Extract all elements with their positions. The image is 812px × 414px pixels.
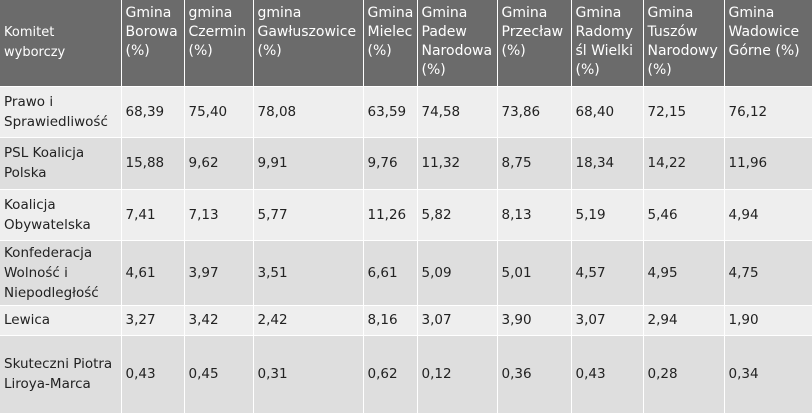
value-cell: 0,12 — [417, 335, 498, 414]
header-cell-borowa: Gmina Borowa (%) — [121, 0, 185, 87]
value-cell: 78,08 — [253, 86, 364, 138]
header-cell-wadowice-gorne: Gmina Wadowice Górne (%) — [724, 0, 812, 87]
committee-name-cell: Konfederacja Wolność i Niepodległość — [0, 240, 122, 306]
value-cell: 8,16 — [363, 305, 418, 336]
header-cell-gawluszowice: gmina Gawłuszowice (%) — [253, 0, 364, 87]
header-cell-radomysl-wielki: Gmina Radomyśl Wielki (%) — [571, 0, 644, 87]
value-cell: 4,75 — [724, 240, 812, 306]
value-cell: 14,22 — [643, 137, 725, 190]
committee-name-cell: Skuteczni Piotra Liroya-Marca — [0, 335, 122, 414]
value-cell: 75,40 — [184, 86, 254, 138]
committee-name-cell: Lewica — [0, 305, 122, 336]
table-row: Lewica 3,27 3,42 2,42 8,16 3,07 3,90 3,0… — [0, 305, 812, 336]
table-row: Prawo i Sprawiedliwość 68,39 75,40 78,08… — [0, 86, 812, 138]
header-cell-mielec: Gmina Mielec (%) — [363, 0, 418, 87]
value-cell: 5,82 — [417, 189, 498, 241]
header-row: Komitet wyborczy Gmina Borowa (%) gmina … — [0, 0, 812, 87]
value-cell: 9,76 — [363, 137, 418, 190]
value-cell: 0,43 — [571, 335, 644, 414]
value-cell: 0,31 — [253, 335, 364, 414]
value-cell: 73,86 — [497, 86, 572, 138]
header-cell-przeclaw: Gmina Przecław (%) — [497, 0, 572, 87]
value-cell: 3,90 — [497, 305, 572, 336]
value-cell: 11,26 — [363, 189, 418, 241]
value-cell: 4,94 — [724, 189, 812, 241]
value-cell: 7,41 — [121, 189, 185, 241]
value-cell: 11,32 — [417, 137, 498, 190]
value-cell: 0,36 — [497, 335, 572, 414]
value-cell: 0,43 — [121, 335, 185, 414]
header-cell-tuszow-narodowy: Gmina Tuszów Narodowy (%) — [643, 0, 725, 87]
committee-name-cell: PSL Koalicja Polska — [0, 137, 122, 190]
value-cell: 5,09 — [417, 240, 498, 306]
value-cell: 1,90 — [724, 305, 812, 336]
value-cell: 0,45 — [184, 335, 254, 414]
table-row: PSL Koalicja Polska 15,88 9,62 9,91 9,76… — [0, 137, 812, 190]
table-row: Konfederacja Wolność i Niepodległość 4,6… — [0, 240, 812, 306]
value-cell: 9,62 — [184, 137, 254, 190]
value-cell: 3,07 — [417, 305, 498, 336]
value-cell: 4,57 — [571, 240, 644, 306]
value-cell: 5,77 — [253, 189, 364, 241]
value-cell: 63,59 — [363, 86, 418, 138]
value-cell: 68,40 — [571, 86, 644, 138]
value-cell: 74,58 — [417, 86, 498, 138]
committee-name-cell: Prawo i Sprawiedliwość — [0, 86, 122, 138]
value-cell: 2,42 — [253, 305, 364, 336]
value-cell: 0,62 — [363, 335, 418, 414]
value-cell: 11,96 — [724, 137, 812, 190]
value-cell: 3,27 — [121, 305, 185, 336]
header-cell-czermin: gmina Czermin (%) — [184, 0, 254, 87]
value-cell: 5,19 — [571, 189, 644, 241]
value-cell: 3,42 — [184, 305, 254, 336]
value-cell: 2,94 — [643, 305, 725, 336]
value-cell: 8,13 — [497, 189, 572, 241]
value-cell: 4,95 — [643, 240, 725, 306]
table-body: Prawo i Sprawiedliwość 68,39 75,40 78,08… — [0, 86, 812, 414]
value-cell: 3,07 — [571, 305, 644, 336]
table-row: Koalicja Obywatelska 7,41 7,13 5,77 11,2… — [0, 189, 812, 241]
value-cell: 15,88 — [121, 137, 185, 190]
header-cell-committee: Komitet wyborczy — [0, 0, 122, 87]
value-cell: 68,39 — [121, 86, 185, 138]
table-row: Skuteczni Piotra Liroya-Marca 0,43 0,45 … — [0, 335, 812, 414]
value-cell: 18,34 — [571, 137, 644, 190]
committee-name-cell: Koalicja Obywatelska — [0, 189, 122, 241]
value-cell: 8,75 — [497, 137, 572, 190]
value-cell: 9,91 — [253, 137, 364, 190]
value-cell: 7,13 — [184, 189, 254, 241]
value-cell: 5,01 — [497, 240, 572, 306]
value-cell: 3,97 — [184, 240, 254, 306]
value-cell: 0,34 — [724, 335, 812, 414]
header-cell-padew-narodowa: Gmina Padew Narodowa (%) — [417, 0, 498, 87]
value-cell: 76,12 — [724, 86, 812, 138]
value-cell: 72,15 — [643, 86, 725, 138]
value-cell: 0,28 — [643, 335, 725, 414]
value-cell: 4,61 — [121, 240, 185, 306]
value-cell: 6,61 — [363, 240, 418, 306]
table-header: Komitet wyborczy Gmina Borowa (%) gmina … — [0, 0, 812, 87]
value-cell: 5,46 — [643, 189, 725, 241]
value-cell: 3,51 — [253, 240, 364, 306]
